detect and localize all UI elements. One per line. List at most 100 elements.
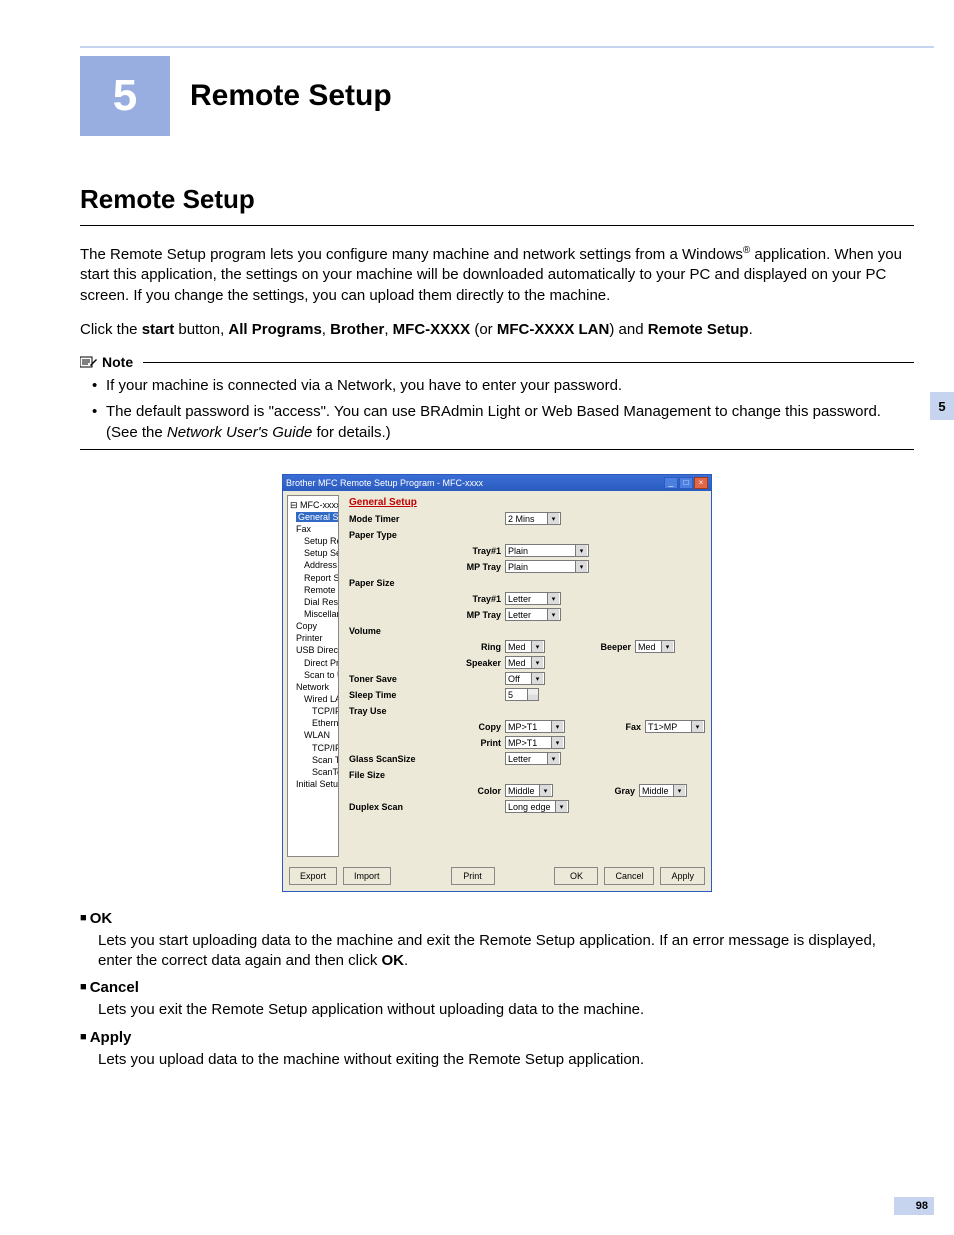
label-fs-gray: Gray: [603, 786, 639, 796]
import-button[interactable]: Import: [343, 867, 391, 885]
select-speaker[interactable]: Med: [505, 656, 545, 669]
chapter-number-box: 5: [80, 56, 170, 136]
definition-body: Lets you exit the Remote Setup applicati…: [98, 1000, 914, 1020]
dialog-window: Brother MFC Remote Setup Program - MFC-x…: [282, 474, 712, 892]
top-rule: [0, 0, 954, 56]
tree-node[interactable]: Setup Receive: [290, 535, 336, 547]
label-fs-color: Color: [427, 786, 505, 796]
tree-node[interactable]: TCP/IP: [290, 705, 336, 717]
window-title: Brother MFC Remote Setup Program - MFC-x…: [286, 478, 664, 488]
tree-node[interactable]: Dial Restrict.: [290, 596, 336, 608]
definition-term: Cancel: [80, 979, 914, 996]
note-block: Note If your machine is connected via a …: [80, 354, 914, 450]
tree-node[interactable]: TCP/IP: [290, 742, 336, 754]
select-fs-gray[interactable]: Middle: [639, 784, 687, 797]
tree-node[interactable]: Copy: [290, 620, 336, 632]
cancel-button[interactable]: Cancel: [604, 867, 654, 885]
label-paper-type: Paper Type: [349, 530, 427, 540]
page-number: 98: [894, 1197, 934, 1215]
label-ps-mp: MP Tray: [427, 610, 505, 620]
tree-node[interactable]: Direct Print: [290, 657, 336, 669]
note-pencil-icon: [80, 355, 98, 369]
select-mode-timer[interactable]: 2 Mins: [505, 512, 561, 525]
tree-node[interactable]: Initial Setup: [290, 778, 336, 790]
select-fs-color[interactable]: Middle: [505, 784, 553, 797]
tree-root[interactable]: ⊟ MFC-xxxx: [290, 499, 336, 511]
tree-node[interactable]: Printer: [290, 632, 336, 644]
tree-nav[interactable]: ⊟ MFC-xxxx General Setup FaxSetup Receiv…: [287, 495, 339, 857]
select-pt-mp[interactable]: Plain: [505, 560, 589, 573]
tree-node[interactable]: ScanToNetwork: [290, 766, 336, 778]
select-pt-tray1[interactable]: Plain: [505, 544, 589, 557]
label-volume: Volume: [349, 626, 427, 636]
label-ps-tray1: Tray#1: [427, 594, 505, 604]
click-instruction: Click the start button, All Programs, Br…: [80, 320, 914, 340]
section-heading: Remote Setup: [80, 184, 914, 215]
export-button[interactable]: Export: [289, 867, 337, 885]
titlebar: Brother MFC Remote Setup Program - MFC-x…: [283, 475, 711, 491]
tree-node[interactable]: Scan to USB: [290, 669, 336, 681]
section-rule: [80, 225, 914, 226]
maximize-button[interactable]: □: [679, 477, 693, 489]
tree-node[interactable]: Ethernet: [290, 717, 336, 729]
label-ring: Ring: [427, 642, 505, 652]
chapter-title: Remote Setup: [190, 56, 392, 136]
label-paper-size: Paper Size: [349, 578, 427, 588]
tree-node[interactable]: USB Direct I/F: [290, 644, 336, 656]
label-tray1: Tray#1: [427, 546, 505, 556]
close-button[interactable]: ×: [694, 477, 708, 489]
tree-node[interactable]: Miscellaneous: [290, 608, 336, 620]
form-title: General Setup: [349, 497, 705, 508]
select-duplex-scan[interactable]: Long edge: [505, 800, 569, 813]
page: 5 Remote Setup 5 Remote Setup The Remote…: [0, 0, 954, 1235]
tree-node[interactable]: WLAN: [290, 729, 336, 741]
note-item: If your machine is connected via a Netwo…: [92, 376, 914, 396]
minimize-button[interactable]: _: [664, 477, 678, 489]
note-list: If your machine is connected via a Netwo…: [92, 376, 914, 443]
select-glass-scan[interactable]: Letter: [505, 752, 561, 765]
label-toner-save: Toner Save: [349, 674, 427, 684]
label-mp-tray: MP Tray: [427, 562, 505, 572]
select-ps-mp[interactable]: Letter: [505, 608, 561, 621]
definition-body: Lets you upload data to the machine with…: [98, 1050, 914, 1070]
label-tu-fax: Fax: [615, 722, 645, 732]
label-tu-print: Print: [427, 738, 505, 748]
tree-node[interactable]: Fax: [290, 523, 336, 535]
select-tu-fax[interactable]: T1>MP: [645, 720, 705, 733]
tree-node[interactable]: Wired LAN: [290, 693, 336, 705]
label-tu-copy: Copy: [427, 722, 505, 732]
label-mode-timer: Mode Timer: [349, 514, 427, 524]
tree-node[interactable]: Address Book: [290, 559, 336, 571]
definition-apply: Apply Lets you upload data to the machin…: [80, 1029, 914, 1070]
select-beeper[interactable]: Med: [635, 640, 675, 653]
tree-node[interactable]: Network: [290, 681, 336, 693]
ok-button[interactable]: OK: [554, 867, 598, 885]
select-tu-copy[interactable]: MP>T1: [505, 720, 565, 733]
definition-cancel: Cancel Lets you exit the Remote Setup ap…: [80, 979, 914, 1020]
screenshot: Brother MFC Remote Setup Program - MFC-x…: [282, 474, 712, 892]
label-speaker: Speaker: [427, 658, 505, 668]
label-duplex-scan: Duplex Scan: [349, 802, 427, 812]
select-ps-tray1[interactable]: Letter: [505, 592, 561, 605]
tree-node[interactable]: Report Setting: [290, 572, 336, 584]
apply-button[interactable]: Apply: [660, 867, 705, 885]
content: Remote Setup The Remote Setup program le…: [80, 184, 914, 1070]
tree-node[interactable]: Setup Send: [290, 547, 336, 559]
label-beeper: Beeper: [595, 642, 635, 652]
select-ring[interactable]: Med: [505, 640, 545, 653]
definition-term: Apply: [80, 1029, 914, 1046]
side-tab: 5: [930, 392, 954, 420]
select-tu-print[interactable]: MP>T1: [505, 736, 565, 749]
label-tray-use: Tray Use: [349, 706, 427, 716]
definition-body: Lets you start uploading data to the mac…: [98, 931, 914, 972]
label-glass-scan: Glass ScanSize: [349, 754, 427, 764]
dialog-footer: Export Import Print OK Cancel Apply: [283, 861, 711, 891]
select-toner-save[interactable]: Off: [505, 672, 545, 685]
note-item: The default password is "access". You ca…: [92, 402, 914, 443]
print-button[interactable]: Print: [451, 867, 495, 885]
tree-node[interactable]: Scan To FTP: [290, 754, 336, 766]
tree-selected[interactable]: General Setup: [296, 512, 339, 522]
chapter-header: 5 Remote Setup: [80, 56, 954, 136]
tree-node[interactable]: Remote Fax Opt: [290, 584, 336, 596]
spinner-sleep-time[interactable]: 5: [505, 688, 539, 701]
